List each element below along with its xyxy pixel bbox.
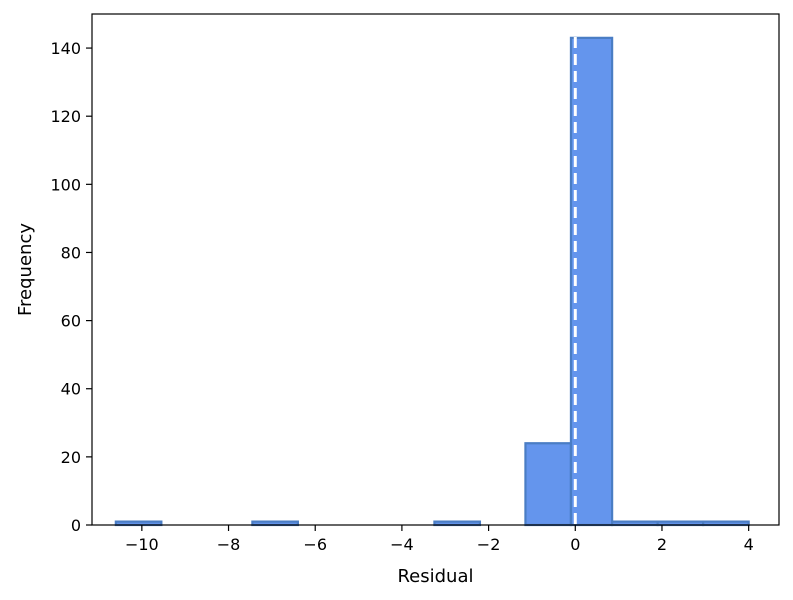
x-tick-label: 4	[744, 535, 754, 554]
x-tick-label: 2	[657, 535, 667, 554]
plot-area-background	[92, 14, 779, 525]
y-tick-label: 0	[71, 516, 81, 535]
y-tick-label: 80	[61, 243, 81, 262]
y-tick-label: 40	[61, 380, 81, 399]
x-tick-label: −6	[303, 535, 327, 554]
y-axis-label: Frequency	[15, 223, 36, 316]
x-tick-label: 0	[570, 535, 580, 554]
x-tick-label: −10	[125, 535, 159, 554]
y-tick-label: 20	[61, 448, 81, 467]
histogram-bar	[524, 442, 573, 527]
x-tick-label: −4	[390, 535, 414, 554]
x-axis-ticks: −10 −8 −6 −4 −2 0 2 4	[125, 525, 754, 554]
x-axis-label: Residual	[397, 566, 473, 587]
y-tick-label: 120	[50, 107, 81, 126]
x-tick-label: −2	[477, 535, 501, 554]
y-axis-ticks: 0 20 40 60 80 100 120 140	[50, 39, 92, 535]
y-tick-label: 100	[50, 175, 81, 194]
histogram-bar	[569, 36, 614, 527]
plot-area-frame	[91, 13, 780, 526]
y-tick-label: 140	[50, 39, 81, 58]
y-tick-label: 60	[61, 312, 81, 331]
x-tick-label: −8	[217, 535, 241, 554]
